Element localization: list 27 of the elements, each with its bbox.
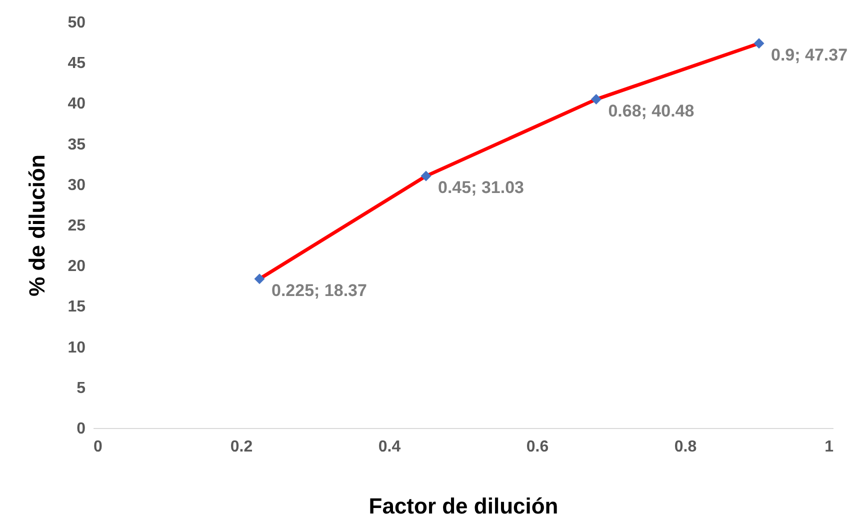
x-tick-label: 0: [94, 438, 102, 456]
point: [754, 38, 764, 49]
y-axis-title: % de dilución: [24, 154, 50, 296]
data-label: 0.9; 47.37: [771, 45, 848, 64]
data-label: 0.45; 31.03: [438, 178, 524, 198]
x-tick-label: 0.4: [378, 438, 401, 456]
x-tick-label: 1: [824, 438, 834, 456]
x-axis-title: Factor de dilución: [368, 494, 558, 518]
y-tick-label: 15: [68, 298, 86, 316]
y-tick-label: 20: [68, 258, 86, 276]
y-tick-label: 40: [68, 96, 86, 113]
x-tick-label: 0.8: [674, 438, 697, 456]
x-tick-label: 0.6: [526, 438, 549, 456]
y-tick-label: 30: [68, 176, 86, 194]
y-tick-label: 10: [68, 339, 86, 356]
y-tick-label: 35: [68, 136, 86, 154]
data-label: 0.68; 40.48: [608, 101, 694, 120]
x-tick-label: 0.2: [230, 438, 253, 456]
point: [590, 94, 602, 105]
y-tick-label: 50: [68, 14, 86, 32]
point: [420, 170, 432, 182]
data-label: 0.225; 18.37: [272, 280, 367, 300]
y-tick-label: 45: [68, 55, 86, 72]
y-tick-label: 0: [76, 420, 86, 438]
y-tick-label: 5: [76, 380, 86, 397]
y-tick-label: 25: [68, 218, 86, 234]
point: [254, 274, 265, 284]
